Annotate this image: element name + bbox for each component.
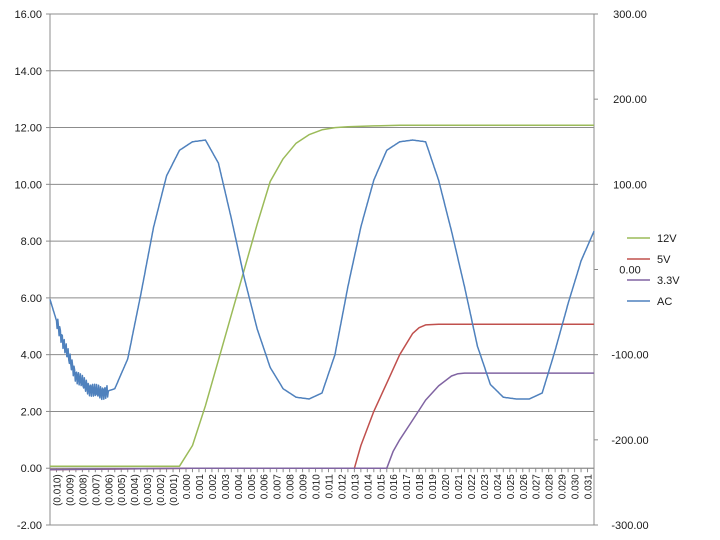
- x-tick-label: (0.005): [117, 474, 128, 506]
- x-tick-label: 0.015: [376, 474, 387, 499]
- y-right-tick-label: -200.00: [611, 435, 648, 447]
- x-tick-label: (0.008): [78, 474, 89, 506]
- x-tick-label: 0.028: [545, 474, 556, 499]
- axes: [49, 14, 595, 525]
- x-tick-label: 0.008: [286, 474, 297, 499]
- x-tick-label: 0.026: [519, 474, 530, 499]
- x-axis: (0.010) (0.009) (0.008) (0.007) (0.006) (0.00…: [49, 468, 595, 506]
- y-right-tick-label: 300.00: [613, 9, 647, 21]
- y-axis-right: -300.00 -200.00 -100.00 0.00 100.00 200.00 300…: [594, 9, 649, 532]
- legend-label: AC: [657, 296, 672, 308]
- legend-label: 3.3V: [657, 275, 680, 287]
- x-tick-label: 0.001: [195, 474, 206, 499]
- plot-area: [49, 124, 595, 471]
- x-tick-label: 0.005: [247, 474, 258, 499]
- x-tick-label: 0.017: [402, 474, 413, 499]
- y-left-tick-label: -2.00: [17, 520, 42, 532]
- legend-label: 5V: [657, 254, 671, 266]
- y-left-tick-label: 12.00: [14, 123, 42, 135]
- x-tick-label: 0.018: [415, 474, 426, 499]
- y-right-tick-label: -100.00: [611, 350, 648, 362]
- x-tick-label: 0.012: [337, 474, 348, 499]
- x-tick-label: 0.019: [428, 474, 439, 499]
- x-tick-label: 0.031: [584, 474, 595, 499]
- legend: 12V 5V 3.3V AC: [627, 233, 680, 308]
- y-left-tick-label: 14.00: [14, 66, 42, 78]
- x-tick-label: 0.030: [571, 474, 582, 499]
- x-tick-label: (0.010): [52, 474, 63, 506]
- y-left-tick-label: 0.00: [21, 463, 42, 475]
- x-tick-label: 0.007: [273, 474, 284, 499]
- x-tick-label: (0.001): [169, 474, 180, 506]
- x-tick-label: 0.027: [532, 474, 543, 499]
- series-line-ac: [49, 139, 595, 401]
- legend-label: 12V: [657, 233, 677, 245]
- x-tick-label: (0.002): [156, 474, 167, 506]
- x-tick-label: 0.025: [506, 474, 517, 499]
- x-tick-label: 0.003: [221, 474, 232, 499]
- y-axis-left: -2.00 0.00 2.00 4.00 6.00 8.00 10.00 12.00 14.00…: [14, 9, 50, 532]
- x-tick-label: 0.004: [234, 474, 245, 499]
- x-tick-label: (0.006): [104, 474, 115, 506]
- x-tick-label: (0.004): [130, 474, 141, 506]
- x-tick-label: 0.009: [299, 474, 310, 499]
- x-tick-label: (0.007): [91, 474, 102, 506]
- x-tick-label: 0.021: [454, 474, 465, 499]
- y-left-tick-label: 6.00: [21, 293, 42, 305]
- y-right-tick-label: 100.00: [613, 179, 647, 191]
- x-tick-label: 0.006: [260, 474, 271, 499]
- x-tick-label: 0.010: [312, 474, 323, 499]
- x-tick-label: 0.029: [558, 474, 569, 499]
- series-line-3-3v: [49, 372, 594, 471]
- x-tick-label: 0.000: [182, 474, 193, 499]
- x-tick-label: 0.013: [350, 474, 361, 499]
- x-tick-label: 0.024: [493, 474, 504, 499]
- series-line-5v: [49, 323, 594, 471]
- y-left-tick-label: 10.00: [14, 179, 42, 191]
- x-tick-label: 0.023: [480, 474, 491, 499]
- x-tick-label: 0.016: [389, 474, 400, 499]
- x-tick-label: 0.022: [467, 474, 478, 499]
- y-left-tick-label: 2.00: [21, 406, 42, 418]
- y-right-tick-label: 200.00: [613, 94, 647, 106]
- x-tick-label: 0.011: [324, 474, 335, 499]
- x-tick-label: 0.002: [208, 474, 219, 499]
- y-left-tick-label: 4.00: [21, 350, 42, 362]
- x-tick-label: (0.003): [143, 474, 154, 506]
- y-left-tick-label: 16.00: [14, 9, 42, 21]
- y-left-tick-label: 8.00: [21, 236, 42, 248]
- x-tick-label: 0.014: [363, 474, 374, 499]
- y-right-tick-label: -300.00: [611, 520, 648, 532]
- y-right-tick-label: 0.00: [619, 265, 640, 277]
- grid-lines: [50, 13, 594, 526]
- x-tick-label: (0.009): [65, 474, 76, 506]
- series-line-12v: [50, 124, 594, 467]
- x-tick-label: 0.020: [441, 474, 452, 499]
